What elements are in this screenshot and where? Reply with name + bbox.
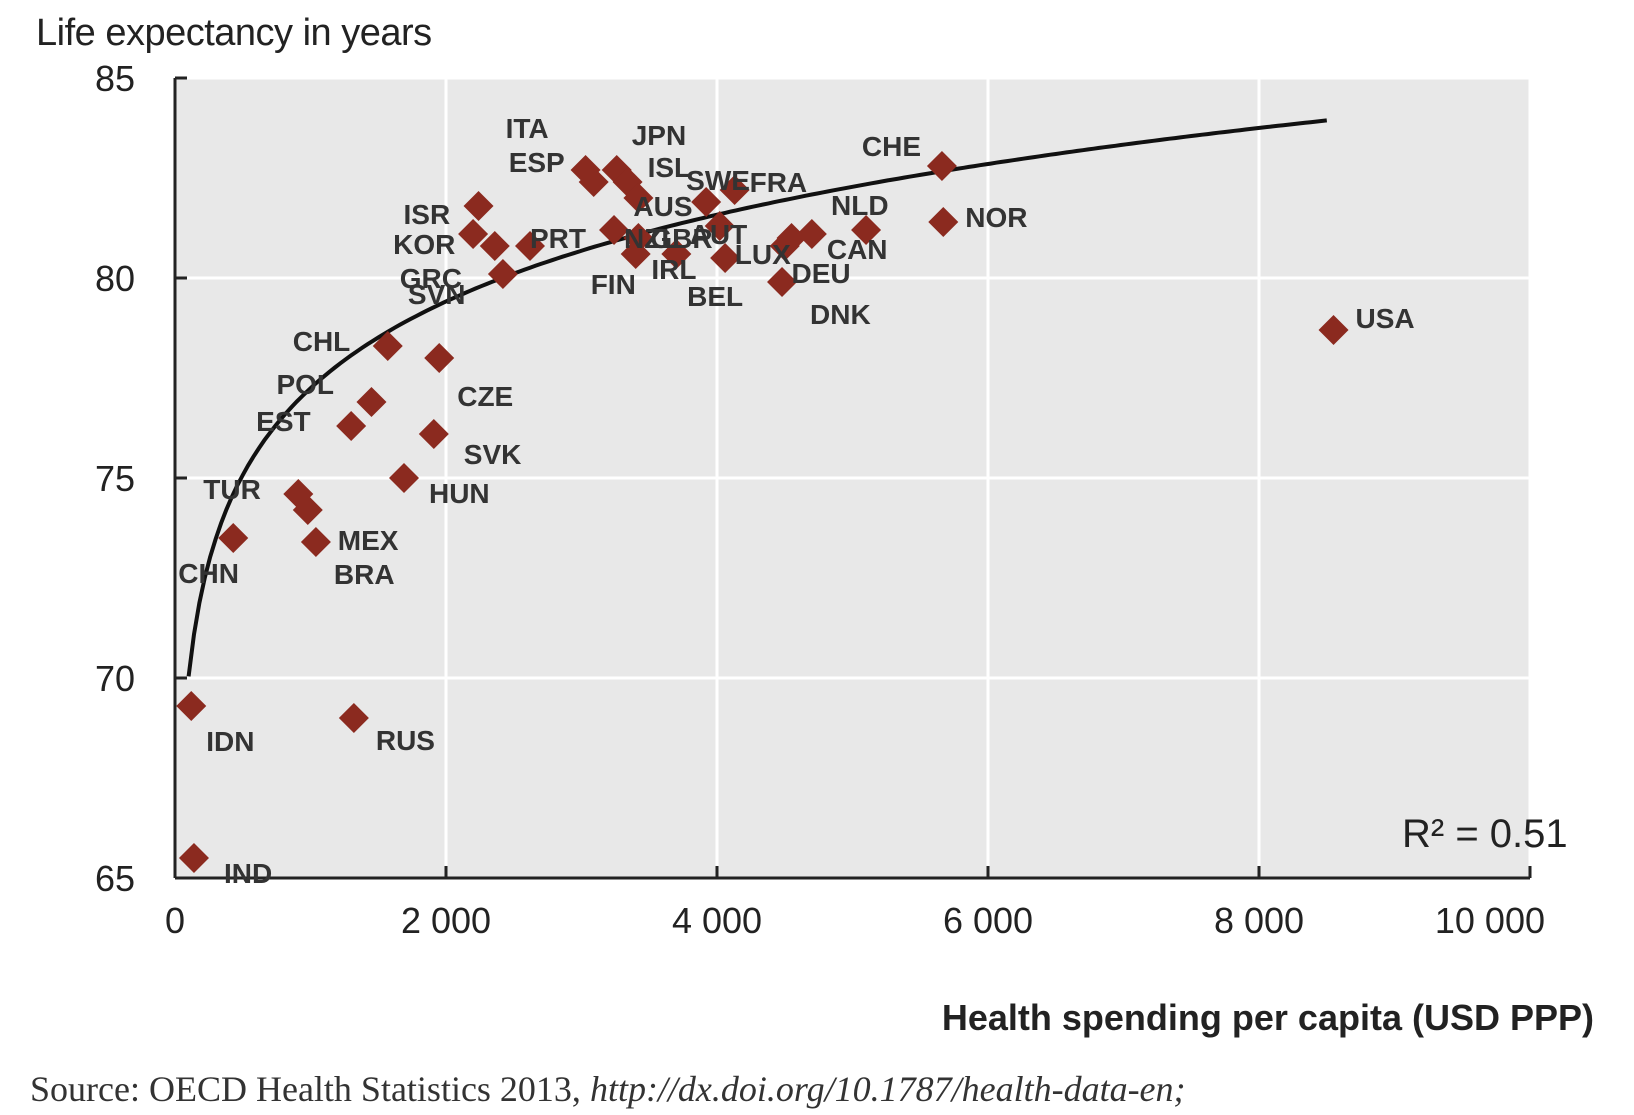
point-label-deu: DEU [792, 258, 851, 289]
x-tick-label: 10 000 [1435, 900, 1545, 941]
data-point-nor [928, 207, 959, 237]
data-points [176, 151, 1349, 873]
point-label-hun: HUN [429, 478, 490, 509]
data-point-dnk [767, 267, 798, 297]
point-label-aus: AUS [633, 191, 692, 222]
point-label-esp: ESP [509, 147, 565, 178]
data-point-ind [178, 843, 209, 873]
data-point-isr [463, 191, 494, 221]
point-label-svn: SVN [408, 279, 466, 310]
data-point-can [796, 219, 827, 249]
point-label-can: CAN [827, 234, 888, 265]
data-point-prt [515, 231, 546, 261]
data-point-grc [479, 231, 510, 261]
y-tick-label: 75 [95, 458, 135, 499]
point-label-fra: FRA [750, 167, 808, 198]
data-point-chl [372, 331, 403, 361]
point-label-nzl: NZL [624, 223, 678, 254]
data-point-usa [1318, 315, 1349, 345]
data-point-swe [691, 187, 722, 217]
trend-line [186, 118, 1328, 677]
data-point-deu [776, 223, 807, 253]
data-point-che [926, 151, 957, 181]
point-label-svk: SVK [464, 439, 522, 470]
data-point-kor [458, 219, 489, 249]
point-label-idn: IDN [206, 726, 254, 757]
point-label-tur: TUR [203, 474, 261, 505]
point-label-rus: RUS [376, 725, 435, 756]
y-tick-label: 65 [95, 858, 135, 899]
source-note: Source: OECD Health Statistics 2013, htt… [30, 1068, 1186, 1110]
point-label-gbr: GBR [650, 223, 712, 254]
point-label-fin: FIN [591, 269, 636, 300]
point-label-grc: GRC [400, 263, 462, 294]
x-tick-label: 0 [165, 900, 185, 941]
point-label-cze: CZE [457, 381, 513, 412]
point-label-usa: USA [1356, 303, 1415, 334]
r-squared-annotation: R² = 0.51 [1402, 812, 1568, 856]
data-point-esp [578, 167, 609, 197]
point-label-est: EST [256, 406, 310, 437]
point-label-dnk: DNK [810, 299, 871, 330]
data-point-hun [388, 463, 419, 493]
data-point-irl [661, 239, 692, 269]
data-point-est [336, 411, 367, 441]
axes [173, 76, 1532, 880]
data-point-aut [704, 211, 735, 241]
x-tick-label: 6 000 [943, 900, 1033, 941]
data-point-cze [424, 343, 455, 373]
data-point-idn [176, 691, 207, 721]
data-point-nzl [599, 215, 630, 245]
point-label-bel: BEL [687, 281, 743, 312]
point-label-ind: IND [224, 858, 272, 889]
data-point-bra [300, 527, 331, 557]
data-point-rus [338, 703, 369, 733]
data-point-fin [620, 239, 651, 269]
point-label-kor: KOR [393, 229, 455, 260]
data-point-mex [292, 495, 323, 525]
point-label-isr: ISR [404, 199, 451, 230]
point-label-pol: POL [276, 369, 334, 400]
x-tick-label: 4 000 [672, 900, 762, 941]
y-tick-label: 80 [95, 258, 135, 299]
y-axis-label: Life expectancy in years [36, 12, 432, 54]
data-point-fra [719, 175, 750, 205]
y-tick-label: 85 [95, 58, 135, 99]
point-label-mex: MEX [338, 525, 399, 556]
x-axis-label: Health spending per capita (USD PPP) [941, 997, 1594, 1038]
data-point-svn [487, 259, 518, 289]
data-point-svk [418, 419, 449, 449]
gridlines [175, 76, 1532, 878]
point-label-ita: ITA [506, 113, 549, 144]
x-tick-label: 8 000 [1214, 900, 1304, 941]
point-label-jpn: JPN [632, 120, 686, 151]
data-point-chn [218, 523, 249, 553]
point-label-aut: AUT [690, 219, 748, 250]
x-tick-label: 2 000 [401, 900, 491, 941]
point-label-chl: CHL [293, 326, 351, 357]
point-label-nor: NOR [965, 202, 1027, 233]
y-tick-label: 70 [95, 658, 135, 699]
point-label-che: CHE [862, 131, 921, 162]
point-label-swe: SWE [686, 165, 750, 196]
source-url: http://dx.doi.org/10.1787/health-data-en… [589, 1069, 1186, 1109]
data-point-aus [623, 183, 654, 213]
source-prefix: Source: OECD Health Statistics 2013, [30, 1069, 590, 1109]
tick-labels: 65 70 75 80 85 0 2 000 4 000 6 000 8 000 10 000 [95, 58, 1545, 941]
data-point-pol [356, 387, 387, 417]
point-label-prt: PRT [530, 223, 586, 254]
point-label-chn: CHN [178, 558, 239, 589]
point-label-nld: NLD [831, 190, 889, 221]
point-label-bra: BRA [334, 559, 395, 590]
data-point-nld [851, 215, 882, 245]
point-label-isl: ISL [648, 152, 692, 183]
point-label-lux: LUX [735, 239, 791, 270]
data-point-bel [710, 243, 741, 273]
point-label-irl: IRL [651, 254, 696, 285]
